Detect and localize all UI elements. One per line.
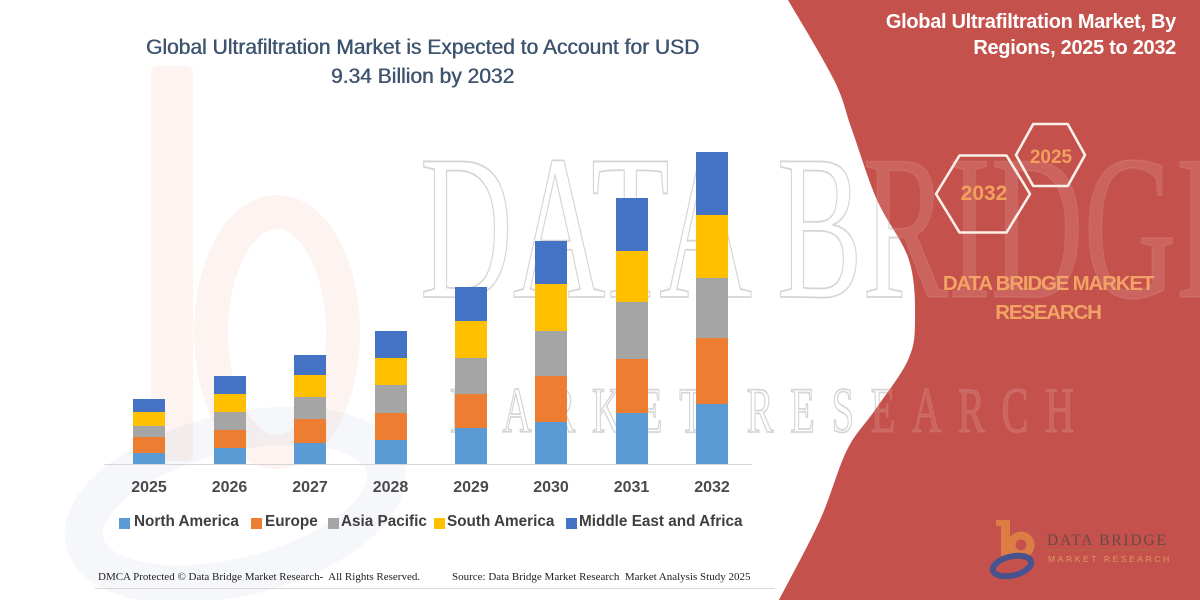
svg-text:2025: 2025 <box>1030 147 1073 168</box>
svg-text:DATA BRIDGE: DATA BRIDGE <box>1047 532 1168 549</box>
svg-text:MARKET RESEARCH: MARKET RESEARCH <box>1048 554 1172 564</box>
svg-text:MARKET RESEARCH: MARKET RESEARCH <box>450 374 1091 446</box>
svg-text:2032: 2032 <box>961 182 1008 205</box>
